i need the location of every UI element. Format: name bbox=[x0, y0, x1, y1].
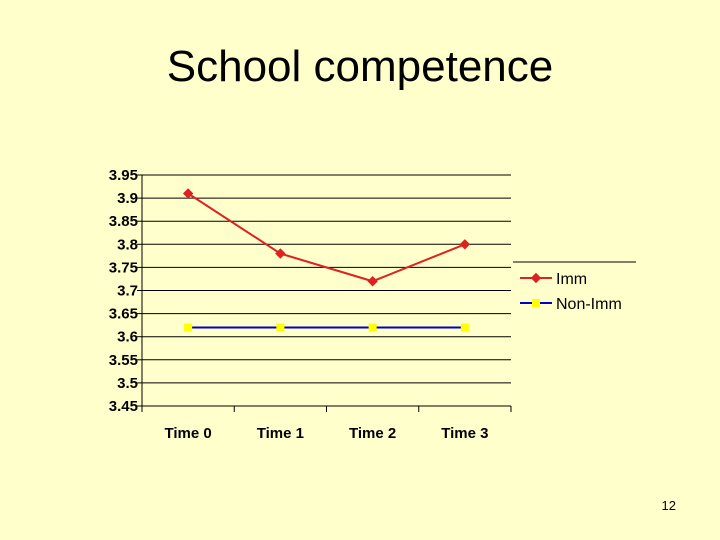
y-tick-label: 3.5 bbox=[117, 375, 138, 392]
x-tick-label: Time 3 bbox=[441, 425, 488, 442]
gridlines bbox=[142, 174, 511, 407]
legend-label: Non-Imm bbox=[556, 296, 622, 313]
legend-swatch-marker bbox=[530, 272, 542, 284]
y-tick-label: 3.95 bbox=[109, 167, 138, 184]
series-line bbox=[187, 192, 466, 283]
x-tick-label: Time 0 bbox=[165, 425, 212, 442]
series-layer bbox=[182, 188, 471, 332]
legend: Imm Non-Imm bbox=[513, 261, 636, 313]
legend-label: Imm bbox=[556, 271, 587, 288]
data-point bbox=[184, 323, 193, 332]
y-tick-label: 3.45 bbox=[109, 398, 138, 415]
legend-item: Imm bbox=[520, 271, 587, 288]
series-non-imm bbox=[184, 323, 469, 332]
tick-labels: 3.95 3.9 3.85 3.8 3.75 3.7 3.65 3.6 3.55 3.5 3.45 T… bbox=[109, 167, 489, 442]
data-point bbox=[276, 323, 285, 332]
series-imm bbox=[182, 188, 471, 287]
y-tick-label: 3.7 bbox=[117, 283, 138, 300]
y-tick-label: 3.85 bbox=[109, 213, 138, 230]
legend-swatch-marker bbox=[532, 299, 540, 307]
data-point bbox=[368, 323, 377, 332]
data-point bbox=[459, 239, 471, 250]
data-point bbox=[367, 276, 378, 287]
data-point bbox=[460, 323, 469, 332]
x-tick-label: Time 2 bbox=[349, 425, 396, 442]
y-tick-label: 3.6 bbox=[117, 329, 138, 346]
y-tick-label: 3.9 bbox=[117, 190, 138, 207]
y-tick-label: 3.55 bbox=[109, 352, 138, 369]
y-tick-label: 3.75 bbox=[109, 259, 138, 276]
y-tick-label: 3.8 bbox=[117, 236, 138, 253]
axes bbox=[137, 174, 512, 412]
data-point bbox=[182, 188, 194, 199]
x-tick-label: Time 1 bbox=[257, 425, 304, 442]
y-tick-label: 3.65 bbox=[109, 306, 138, 323]
legend-item: Non-Imm bbox=[520, 296, 622, 313]
page-number: 12 bbox=[661, 498, 676, 513]
data-point bbox=[275, 248, 286, 259]
slide-title: School competence bbox=[166, 42, 554, 91]
